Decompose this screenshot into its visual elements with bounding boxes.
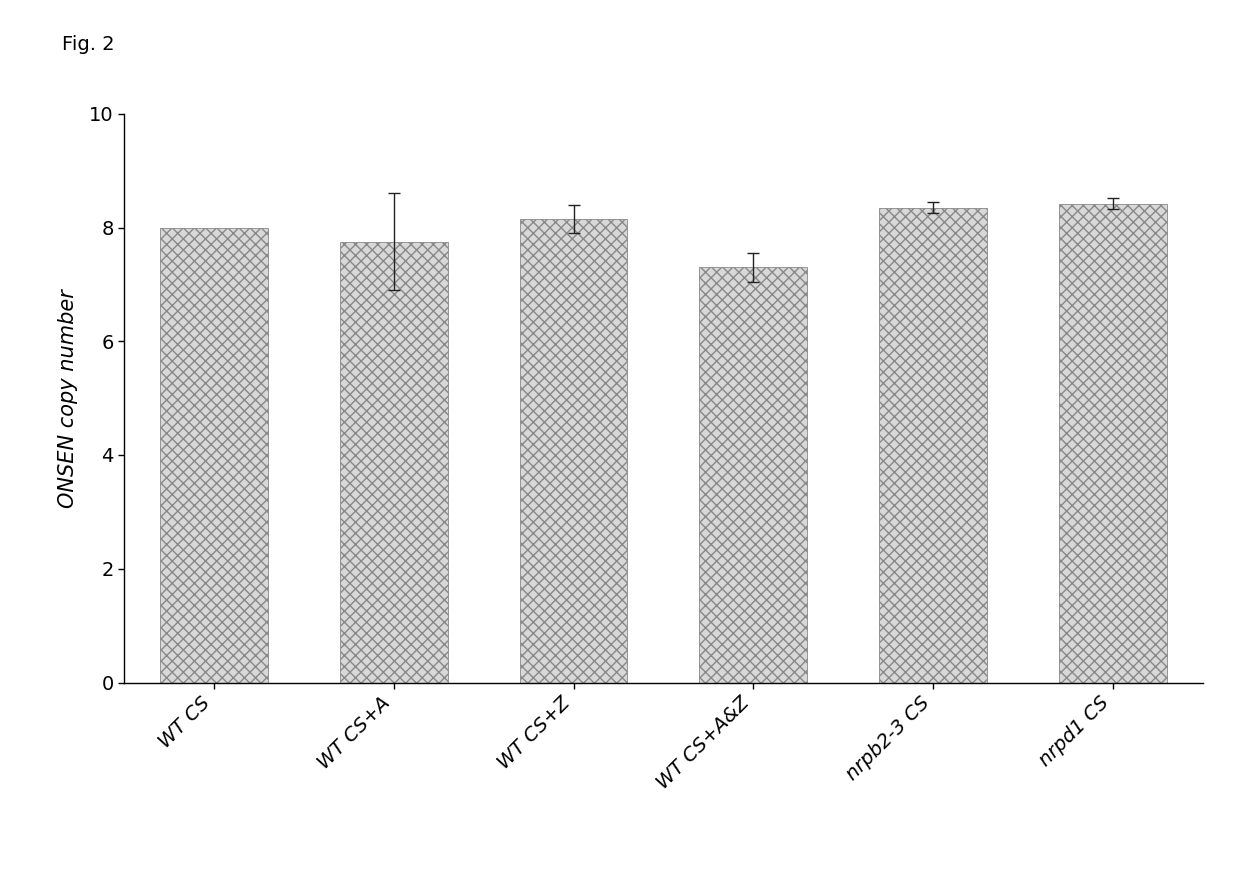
Bar	[699, 268, 807, 682]
Bar	[520, 219, 627, 682]
Bar	[879, 207, 987, 682]
Bar	[1059, 204, 1167, 682]
Bar	[340, 242, 448, 682]
Bar	[160, 228, 268, 682]
Y-axis label: ONSEN copy number: ONSEN copy number	[58, 289, 78, 507]
Text: Fig. 2: Fig. 2	[62, 35, 114, 54]
